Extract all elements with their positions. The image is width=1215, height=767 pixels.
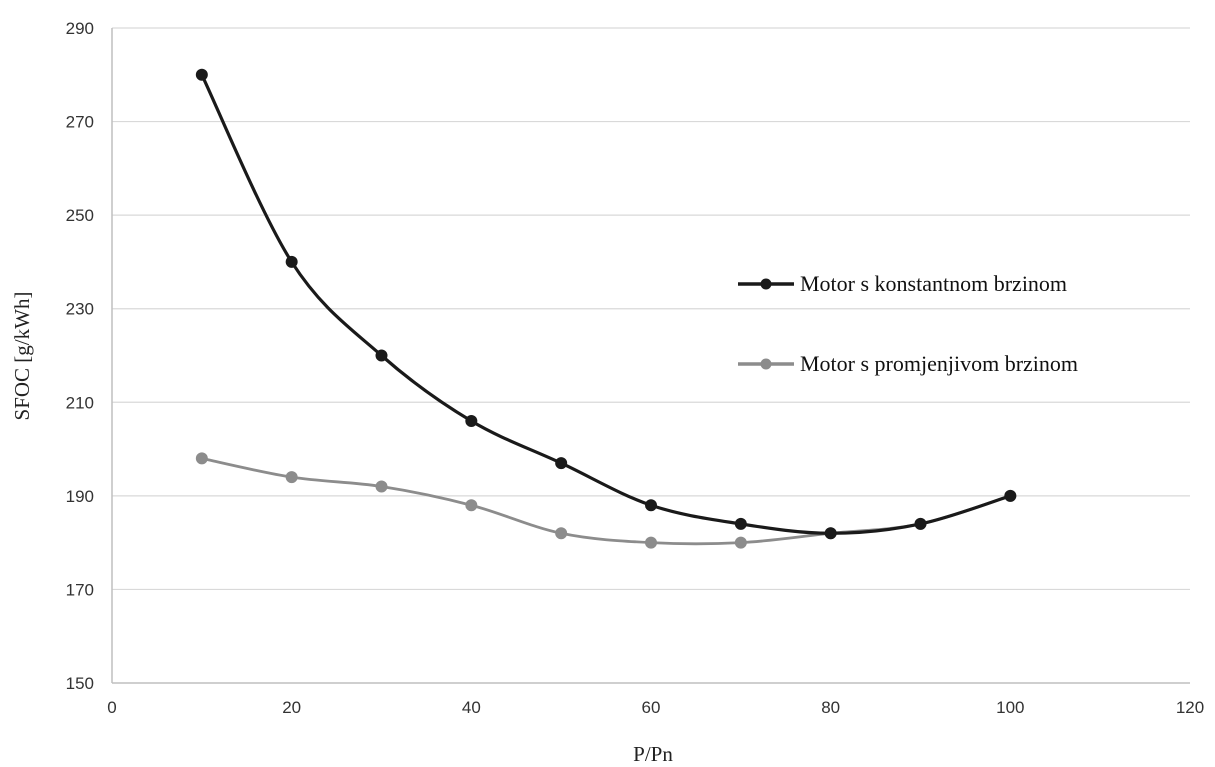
y-axis-title: SFOC [g/kWh] <box>10 292 34 421</box>
data-point <box>465 499 478 512</box>
data-point <box>734 536 747 549</box>
legend-entry-1: Motor s konstantnom brzinom <box>738 271 1067 296</box>
series-line <box>200 74 1011 535</box>
data-point <box>285 255 298 268</box>
y-tick-label: 250 <box>66 206 94 225</box>
legend-marker <box>760 358 772 370</box>
data-series <box>195 68 1017 549</box>
series-2 <box>195 452 1017 549</box>
y-tick-label: 170 <box>66 580 94 599</box>
data-point <box>645 499 657 512</box>
x-tick-label: 120 <box>1176 698 1204 717</box>
data-point <box>375 349 388 362</box>
x-tick-label: 100 <box>996 698 1024 717</box>
x-tick-label: 80 <box>821 698 840 717</box>
data-point <box>285 471 298 484</box>
y-tick-label: 150 <box>66 674 94 693</box>
legend-label: Motor s konstantnom brzinom <box>800 271 1067 296</box>
data-point <box>195 68 208 81</box>
series-line <box>201 457 1011 546</box>
y-tick-label: 210 <box>66 393 94 412</box>
data-point <box>555 527 568 540</box>
data-point <box>195 452 208 465</box>
legend-entry-2: Motor s promjenjivom brzinom <box>738 351 1078 376</box>
legend-marker <box>760 278 772 290</box>
legend: Motor s konstantnom brzinom Motor s promj… <box>738 271 1078 376</box>
x-tick-label: 0 <box>107 698 116 717</box>
x-axis-title: P/Pn <box>633 742 673 766</box>
tick-labels: 150 170 190 210 230 250 270 290 0 20 40 60 80 100 120 <box>66 19 1205 717</box>
data-point <box>465 415 478 427</box>
data-point <box>375 480 388 493</box>
data-point <box>645 536 657 549</box>
gridlines <box>112 27 1190 591</box>
x-tick-label: 40 <box>462 698 481 717</box>
y-tick-label: 190 <box>66 487 94 506</box>
data-point <box>734 517 747 530</box>
data-point <box>555 457 568 470</box>
legend-label: Motor s promjenjivom brzinom <box>800 351 1078 376</box>
x-tick-label: 60 <box>642 698 661 717</box>
data-point <box>1004 489 1017 502</box>
data-point <box>824 527 837 540</box>
y-tick-label: 230 <box>66 300 94 319</box>
x-tick-label: 20 <box>282 698 301 717</box>
y-tick-label: 290 <box>66 19 94 38</box>
series-1 <box>195 68 1017 540</box>
axes <box>111 28 1190 684</box>
y-tick-label: 270 <box>66 113 94 132</box>
data-point <box>914 517 927 530</box>
